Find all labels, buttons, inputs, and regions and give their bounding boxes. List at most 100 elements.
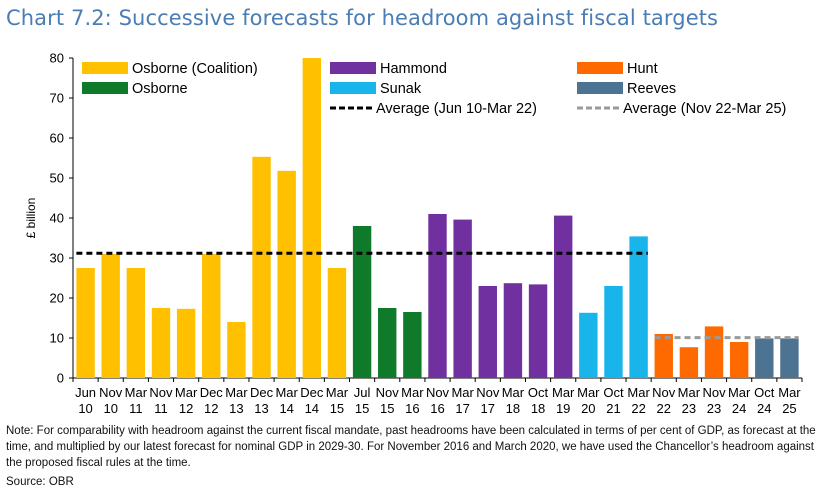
x-tick-label-year: 11 <box>129 401 143 416</box>
chart-bars <box>76 58 799 378</box>
bar <box>176 308 196 378</box>
x-tick-label-year: 17 <box>481 401 495 416</box>
bar <box>151 308 171 378</box>
x-tick-label-year: 23 <box>682 401 696 416</box>
bar <box>277 170 296 378</box>
x-tick-label-year: 24 <box>757 401 771 416</box>
bar <box>654 334 673 378</box>
bar <box>126 268 146 378</box>
legend-label: Hunt <box>627 61 658 77</box>
legend-swatch <box>330 62 376 74</box>
bar <box>629 236 648 378</box>
x-tick-label-year: 21 <box>606 401 620 416</box>
x-tick-label-year: 22 <box>631 401 645 416</box>
legend-label: Average (Nov 22-Mar 25) <box>623 101 786 117</box>
x-tick-label-year: 15 <box>330 401 344 416</box>
x-tick-label-year: 16 <box>430 401 444 416</box>
bar <box>352 226 372 378</box>
x-tick-label-month: Mar <box>175 385 198 400</box>
y-tick-label: 30 <box>50 251 64 266</box>
bar <box>327 268 347 378</box>
x-tick-label-year: 10 <box>103 401 117 416</box>
x-tick-label-month: Jun <box>75 385 96 400</box>
y-tick-label: 0 <box>57 371 64 386</box>
x-tick-label-year: 11 <box>154 401 168 416</box>
bar <box>101 254 120 378</box>
x-tick-label-year: 16 <box>405 401 419 416</box>
x-tick-label-year: 19 <box>556 401 570 416</box>
x-tick-label-month: Nov <box>652 385 676 400</box>
x-tick-label-year: 20 <box>581 401 595 416</box>
x-tick-label-month: Jul <box>354 385 371 400</box>
x-tick-label-month: Mar <box>451 385 474 400</box>
x-tick-label-year: 15 <box>380 401 394 416</box>
x-tick-label-year: 18 <box>531 401 545 416</box>
bar <box>76 268 95 378</box>
y-tick-label: 70 <box>50 91 64 106</box>
x-tick-label-month: Nov <box>702 385 726 400</box>
x-tick-label-year: 12 <box>204 401 218 416</box>
bar <box>579 312 598 378</box>
x-tick-label-year: 13 <box>229 401 243 416</box>
bar <box>478 286 497 378</box>
x-tick-label-year: 15 <box>355 401 369 416</box>
bar <box>252 156 271 378</box>
bar <box>503 283 523 378</box>
x-tick-label-month: Mar <box>552 385 575 400</box>
y-tick-label: 10 <box>50 331 64 346</box>
bar <box>453 219 472 378</box>
x-tick-label-year: 13 <box>254 401 268 416</box>
x-tick-label-month: Oct <box>754 385 775 400</box>
x-axis-labels: Jun10Nov10Mar11Nov11Mar12Dec12Mar13Dec13… <box>72 378 803 416</box>
x-tick-label-month: Mar <box>275 385 298 400</box>
x-tick-label-year: 17 <box>455 401 469 416</box>
legend-swatch <box>82 82 128 94</box>
y-tick-label: 40 <box>50 211 64 226</box>
x-tick-label-month: Dec <box>300 385 324 400</box>
x-tick-label-month: Mar <box>225 385 248 400</box>
x-tick-label-month: Mar <box>502 385 525 400</box>
y-tick-label: 50 <box>50 171 64 186</box>
chart-legend: Osborne (Coalition) Osborne Hammond Sunak Hu… <box>82 61 786 117</box>
y-tick-label: 20 <box>50 291 64 306</box>
bar <box>403 312 422 378</box>
legend-label: Hammond <box>380 61 447 77</box>
x-tick-label-month: Oct <box>528 385 549 400</box>
chart-title: Chart 7.2: Successive forecasts for head… <box>6 6 719 30</box>
x-tick-label-month: Nov <box>476 385 500 400</box>
bar <box>729 342 749 378</box>
x-tick-label-month: Nov <box>376 385 400 400</box>
x-tick-label-month: Oct <box>603 385 624 400</box>
legend-swatch <box>330 82 376 94</box>
x-tick-label-year: 25 <box>782 401 796 416</box>
legend-swatch <box>577 82 623 94</box>
bar <box>227 322 246 378</box>
x-tick-label-month: Mar <box>627 385 650 400</box>
legend-label: Osborne <box>132 81 188 97</box>
x-tick-label-year: 10 <box>78 401 92 416</box>
bar <box>528 284 548 378</box>
bar <box>755 338 774 378</box>
x-tick-label-month: Mar <box>728 385 751 400</box>
bar <box>679 347 699 378</box>
chart-average-lines <box>76 251 799 340</box>
x-tick-label-month: Mar <box>401 385 424 400</box>
x-tick-label-month: Dec <box>200 385 224 400</box>
x-tick-label-year: 22 <box>657 401 671 416</box>
bar <box>553 215 573 378</box>
legend-label: Osborne (Coalition) <box>132 61 258 77</box>
bar <box>604 286 623 378</box>
x-tick-label-month: Mar <box>678 385 701 400</box>
bar <box>704 326 724 378</box>
x-tick-label-year: 14 <box>305 401 319 416</box>
x-tick-label-month: Mar <box>326 385 349 400</box>
y-tick-label: 60 <box>50 131 64 146</box>
y-axis-label: £ billion <box>24 198 38 239</box>
x-tick-label-month: Nov <box>426 385 450 400</box>
x-tick-label-year: 18 <box>506 401 520 416</box>
chart-source: Source: OBR <box>6 476 74 488</box>
x-tick-label-month: Mar <box>577 385 600 400</box>
y-tick-label: 80 <box>50 51 64 66</box>
legend-label: Reeves <box>627 81 676 97</box>
